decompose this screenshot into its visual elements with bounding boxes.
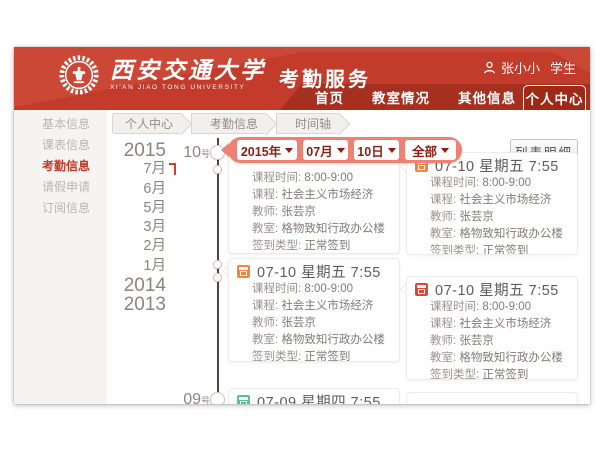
breadcrumb-timeline[interactable]: 时间轴 bbox=[276, 113, 340, 134]
day-select[interactable]: 10日 bbox=[354, 140, 399, 160]
sidebar-item-leave-request[interactable]: 请假申请 bbox=[42, 180, 91, 194]
breadcrumb: 个人中心 考勤信息 时间轴 bbox=[112, 113, 349, 134]
timeline-node-small-3 bbox=[213, 273, 222, 282]
current-month-marker bbox=[169, 163, 176, 175]
attendance-card[interactable]: 07-09 星期四 7:55 bbox=[228, 388, 400, 404]
scale-month-mar[interactable]: 3月 bbox=[143, 219, 166, 236]
attendance-card[interactable]: 07-10 星期五 7:55 课程时间: 8:00-9:00 课程: 社会主义市… bbox=[228, 258, 400, 362]
university-name-en: XI'AN JIAO TONG UNIVERSITY bbox=[110, 83, 246, 91]
filter-bar: 2015年 07月 10日 全部 bbox=[221, 137, 462, 163]
user-role: 学生 bbox=[549, 61, 576, 76]
nav-item-classrooms[interactable]: 教室情况 bbox=[372, 91, 430, 106]
sidebar-item-timetable[interactable]: 课表信息 bbox=[42, 138, 91, 152]
user-icon bbox=[483, 61, 495, 74]
scale-month-jan[interactable]: 1月 bbox=[143, 257, 166, 274]
card-title: 07-09 星期四 7:55 bbox=[257, 394, 381, 405]
day-label-09: 09号 bbox=[183, 391, 210, 404]
university-name-cn: 西安交通大学 bbox=[110, 57, 266, 83]
sidebar-item-subscription[interactable]: 订阅信息 bbox=[42, 201, 91, 215]
scale-year-2015[interactable]: 2015 bbox=[123, 140, 166, 161]
timeline-axis bbox=[217, 138, 219, 404]
nav-item-other-info[interactable]: 其他信息 bbox=[458, 91, 516, 106]
timeline-node-small-2 bbox=[213, 260, 222, 269]
user-info[interactable]: 张小小 学生 bbox=[483, 58, 576, 77]
year-select[interactable]: 2015年 bbox=[237, 140, 297, 160]
attendance-card[interactable]: 07-10 星期五 7:55 课程时间: 8:00-9:00 课程: 社会主义市… bbox=[406, 276, 578, 380]
card-title: 07-10 星期五 7:55 bbox=[257, 264, 381, 281]
scale-month-jun[interactable]: 6月 bbox=[143, 180, 166, 197]
attendance-status-icon-green bbox=[237, 394, 250, 404]
attendance-status-icon-orange bbox=[237, 264, 250, 278]
chevron-down-icon bbox=[285, 147, 294, 153]
scale-month-feb[interactable]: 2月 bbox=[143, 238, 166, 255]
attendance-status-icon-red bbox=[415, 282, 428, 296]
scale-year-2013[interactable]: 2013 bbox=[123, 294, 166, 316]
card-title: 07-10 星期五 7:55 bbox=[435, 282, 559, 299]
month-select[interactable]: 07月 bbox=[303, 140, 348, 160]
timeline-node-small-1 bbox=[213, 165, 222, 174]
timeline-node-day09 bbox=[210, 392, 225, 404]
user-name: 张小小 bbox=[500, 61, 540, 76]
scope-select[interactable]: 全部 bbox=[405, 140, 456, 160]
breadcrumb-attendance-info[interactable]: 考勤信息 bbox=[191, 113, 267, 134]
scale-year-2014[interactable]: 2014 bbox=[123, 275, 166, 297]
attendance-card[interactable]: 课程时间: 8:00-9:00 课程: 社会主义市场经济 教师: 张芸京 教室:… bbox=[228, 147, 400, 254]
day-label-10: 10号 bbox=[183, 144, 210, 161]
scale-month-may[interactable]: 5月 bbox=[143, 199, 166, 216]
sidebar-item-basic-info[interactable]: 基本信息 bbox=[42, 117, 91, 131]
attendance-card-peek[interactable] bbox=[406, 392, 578, 404]
main-nav: 首页 教室情况 其他信息 bbox=[315, 84, 516, 110]
chevron-down-icon bbox=[336, 147, 345, 153]
filter-bar-tail bbox=[221, 143, 229, 157]
university-logo-icon bbox=[59, 55, 99, 95]
scale-month-jul-current[interactable]: 7月 bbox=[143, 161, 166, 178]
breadcrumb-personal-center[interactable]: 个人中心 bbox=[112, 113, 182, 134]
nav-tab-personal-center-active[interactable]: 个人中心 bbox=[523, 85, 586, 110]
app-header: 西安交通大学 XI'AN JIAO TONG UNIVERSITY 考勤服务 张… bbox=[14, 47, 590, 110]
app-window: 西安交通大学 XI'AN JIAO TONG UNIVERSITY 考勤服务 张… bbox=[14, 47, 590, 404]
nav-item-home[interactable]: 首页 bbox=[315, 91, 344, 106]
sidebar: 基本信息 课表信息 考勤信息 请假申请 订阅信息 bbox=[14, 110, 107, 404]
service-name: 考勤服务 bbox=[279, 68, 371, 91]
header-top-stripe bbox=[14, 47, 590, 52]
attendance-card[interactable]: 07-10 星期五 7:55 课程时间: 8:00-9:00 课程: 社会主义市… bbox=[406, 152, 578, 255]
chevron-down-icon bbox=[387, 147, 396, 153]
chevron-down-icon bbox=[441, 147, 449, 153]
sidebar-item-attendance-active[interactable]: 考勤信息 bbox=[42, 159, 91, 173]
timeline-year-scale: 2015 7月 6月 5月 3月 2月 1月 2014 2013 bbox=[110, 141, 166, 315]
university-logo-block: 西安交通大学 XI'AN JIAO TONG UNIVERSITY 考勤服务 bbox=[58, 54, 371, 96]
card-title: 07-10 星期五 7:55 bbox=[435, 158, 559, 175]
